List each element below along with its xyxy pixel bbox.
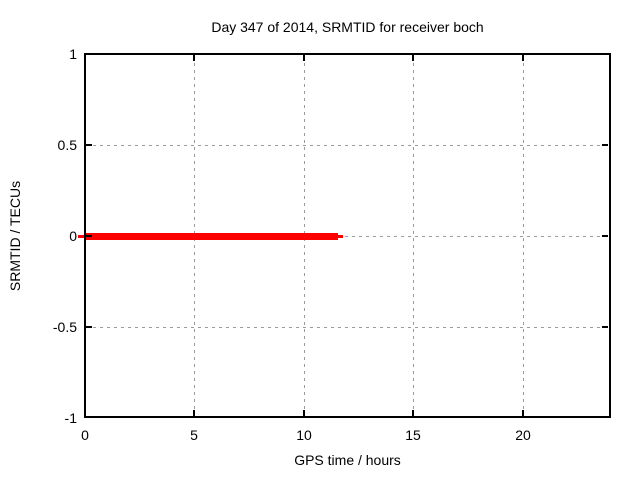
x-axis-label: GPS time / hours <box>294 452 401 468</box>
x-tick-label: 5 <box>190 427 198 443</box>
y-axis-label: SRMTID / TECUs <box>7 180 23 292</box>
y-tick-label: 1 <box>69 46 77 62</box>
x-tick-label: 0 <box>81 427 89 443</box>
y-tick-label: -1 <box>64 410 77 426</box>
chart-title: Day 347 of 2014, SRMTID for receiver boc… <box>211 19 484 35</box>
x-tick-label: 10 <box>296 427 312 443</box>
plot-area <box>84 53 611 418</box>
y-tick-label: 0 <box>69 228 77 244</box>
x-tick-label: 15 <box>405 427 421 443</box>
y-tick-label: 0.5 <box>57 137 77 153</box>
x-tick-label: 20 <box>515 427 531 443</box>
y-tick-label: -0.5 <box>52 319 77 335</box>
zero-tick-red-dash <box>78 235 84 238</box>
